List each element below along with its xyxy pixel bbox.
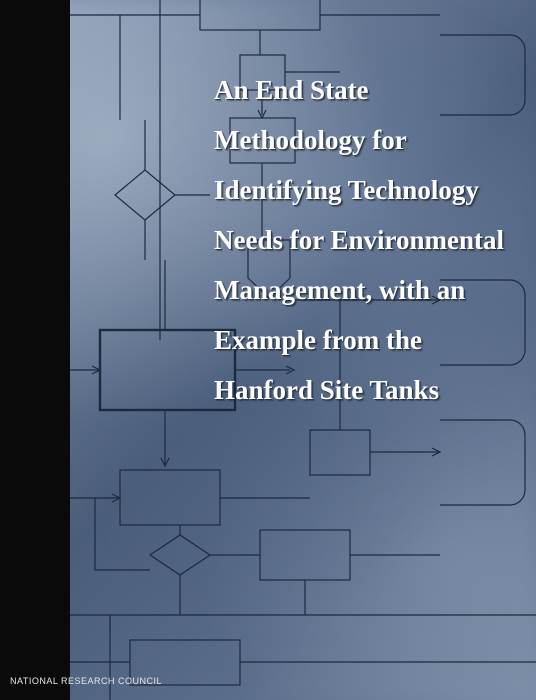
title-line: Methodology for bbox=[214, 116, 504, 166]
title-line: Hanford Site Tanks bbox=[214, 366, 504, 416]
title-line: Management, with an bbox=[214, 266, 504, 316]
title-line: Needs for Environmental bbox=[214, 216, 504, 266]
title-line: Identifying Technology bbox=[214, 166, 504, 216]
book-cover: NATIONAL RESEARCH COUNCIL An End State M… bbox=[0, 0, 536, 700]
title-line: An End State bbox=[214, 66, 504, 116]
book-spine: NATIONAL RESEARCH COUNCIL bbox=[0, 0, 70, 700]
publisher-label: NATIONAL RESEARCH COUNCIL bbox=[10, 676, 162, 686]
title-block: An End State Methodology for Identifying… bbox=[214, 66, 504, 416]
title-line: Example from the bbox=[214, 316, 504, 366]
